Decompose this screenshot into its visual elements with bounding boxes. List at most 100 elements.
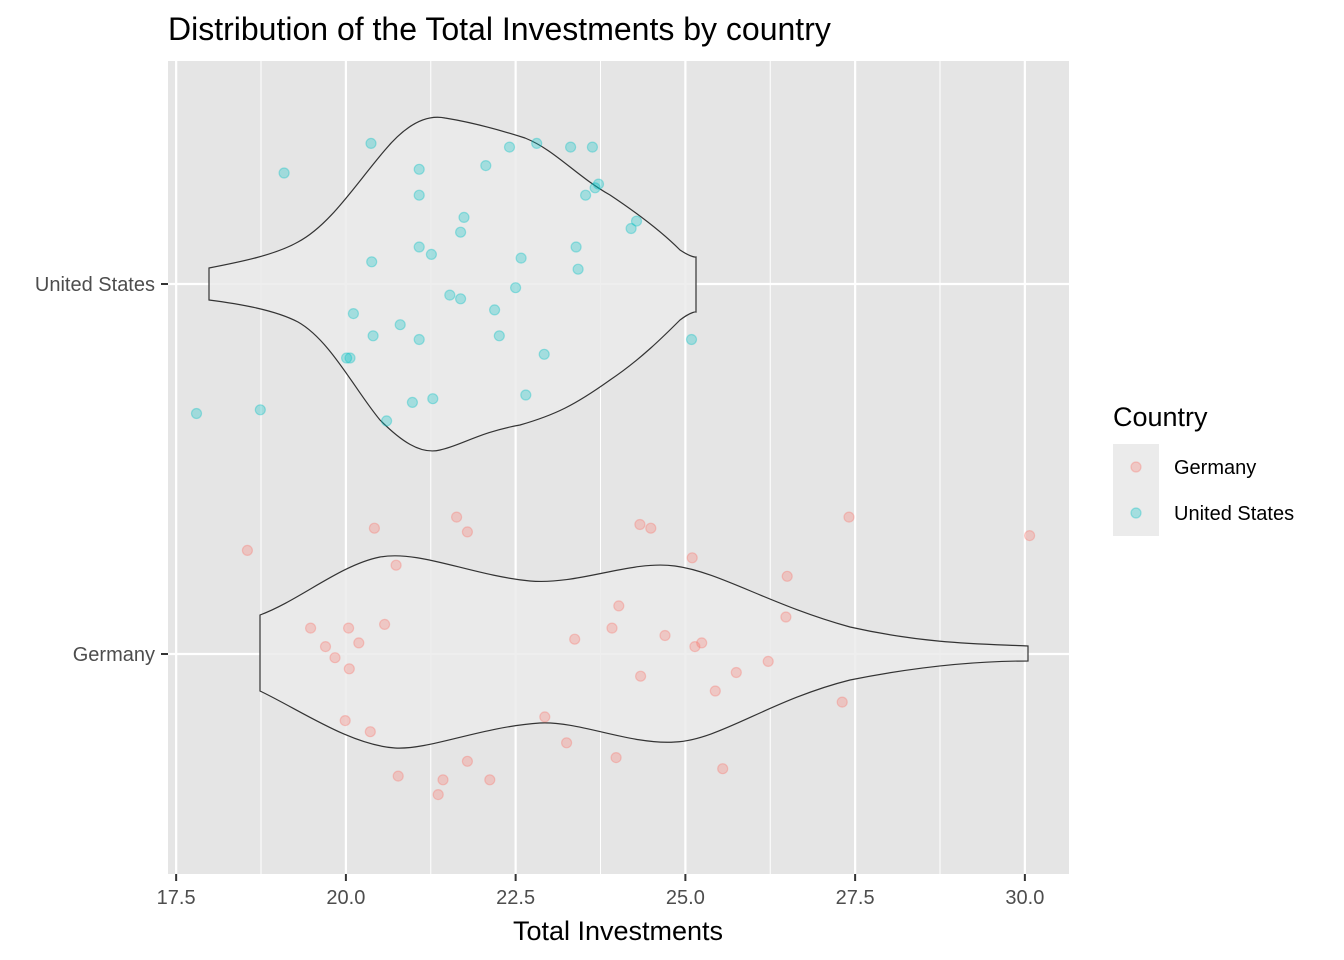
- x-axis-title: Total Investments: [513, 916, 723, 946]
- point-united-states: [413, 163, 425, 175]
- y-axis: United States Germany: [35, 274, 168, 666]
- point-germany: [343, 622, 355, 634]
- point-united-states: [406, 396, 418, 408]
- point-germany: [645, 522, 657, 534]
- point-united-states: [480, 160, 492, 172]
- point-united-states: [254, 404, 266, 416]
- point-united-states: [444, 289, 456, 301]
- point-united-states: [515, 252, 527, 264]
- point-united-states: [564, 141, 577, 153]
- x-tick-label: 27.5: [836, 887, 875, 909]
- point-germany: [843, 511, 855, 523]
- point-united-states: [455, 293, 467, 305]
- x-tick-label: 30.0: [1005, 887, 1044, 909]
- point-united-states: [520, 389, 532, 401]
- point-united-states: [503, 141, 516, 153]
- point-germany: [484, 774, 496, 786]
- point-germany: [461, 526, 473, 538]
- point-united-states: [413, 333, 425, 346]
- point-united-states: [572, 263, 584, 275]
- point-united-states: [531, 137, 543, 149]
- point-united-states: [458, 211, 470, 223]
- chart-title: Distribution of the Total Investments by…: [168, 11, 831, 47]
- point-germany: [392, 770, 404, 782]
- point-germany: [613, 600, 625, 612]
- point-united-states: [625, 222, 637, 235]
- legend-label-germany: Germany: [1174, 457, 1256, 479]
- y-tick-label-united-states: United States: [35, 274, 155, 296]
- point-germany: [686, 552, 698, 564]
- point-united-states: [592, 178, 605, 190]
- point-germany: [717, 763, 729, 775]
- point-germany: [1023, 529, 1036, 542]
- point-germany: [437, 774, 449, 786]
- point-united-states: [413, 241, 425, 253]
- point-united-states: [341, 352, 353, 364]
- point-germany: [709, 685, 721, 697]
- x-tick-label: 25.0: [666, 887, 705, 909]
- x-tick-label: 22.5: [496, 887, 535, 909]
- point-germany: [432, 788, 444, 801]
- y-tick-label-germany: Germany: [73, 644, 155, 666]
- point-germany: [659, 629, 671, 642]
- x-axis: 17.5 20.0 22.5 25.0 27.5 30.0: [157, 874, 1044, 909]
- point-united-states: [394, 319, 406, 331]
- legend-title: Country: [1113, 402, 1208, 432]
- legend-key-germany: [1113, 444, 1159, 490]
- point-united-states: [586, 141, 599, 153]
- point-germany: [353, 637, 365, 649]
- point-united-states: [685, 333, 698, 346]
- point-germany: [634, 518, 646, 531]
- point-germany: [610, 751, 622, 764]
- point-germany: [836, 696, 848, 708]
- point-united-states: [367, 330, 379, 342]
- point-germany: [339, 714, 351, 727]
- legend-germany-marker: [1130, 461, 1142, 473]
- point-germany: [343, 663, 355, 675]
- legend-united-states-marker: [1130, 507, 1142, 519]
- point-united-states: [589, 182, 601, 194]
- point-germany: [762, 655, 774, 668]
- point-germany: [379, 618, 391, 631]
- x-tick-label: 17.5: [157, 887, 196, 909]
- point-germany: [689, 640, 701, 653]
- point-united-states: [489, 304, 501, 316]
- point-united-states: [425, 248, 437, 260]
- point-united-states: [344, 352, 356, 364]
- point-united-states: [509, 282, 522, 294]
- point-germany: [319, 640, 332, 653]
- point-united-states: [455, 226, 467, 238]
- legend-key-united-states: [1113, 490, 1159, 536]
- point-united-states: [493, 330, 505, 342]
- point-germany: [305, 622, 317, 634]
- violin-germany: [259, 555, 1029, 749]
- point-germany: [780, 611, 792, 623]
- plot-panel: [168, 61, 1069, 874]
- point-germany: [606, 622, 618, 634]
- point-germany: [730, 666, 742, 679]
- point-germany: [451, 511, 463, 523]
- point-germany: [390, 559, 402, 571]
- point-germany: [560, 737, 573, 749]
- point-united-states: [381, 415, 393, 427]
- point-united-states: [190, 407, 203, 420]
- point-united-states: [427, 393, 439, 405]
- point-united-states: [278, 167, 290, 179]
- point-germany: [569, 633, 581, 645]
- point-united-states: [579, 189, 592, 201]
- legend-label-united-states: United States: [1174, 503, 1294, 525]
- legend: Country Germany United States: [1113, 402, 1294, 536]
- violins: [208, 116, 1029, 749]
- point-germany: [368, 522, 380, 534]
- point-united-states: [630, 215, 643, 227]
- point-germany: [634, 670, 647, 682]
- point-germany: [329, 652, 341, 664]
- jittered-points: [190, 137, 1036, 801]
- violin-united-states: [208, 116, 697, 452]
- point-germany: [781, 570, 793, 582]
- point-germany: [539, 711, 551, 723]
- point-united-states: [570, 241, 582, 253]
- point-germany: [364, 726, 376, 738]
- point-united-states: [538, 348, 550, 360]
